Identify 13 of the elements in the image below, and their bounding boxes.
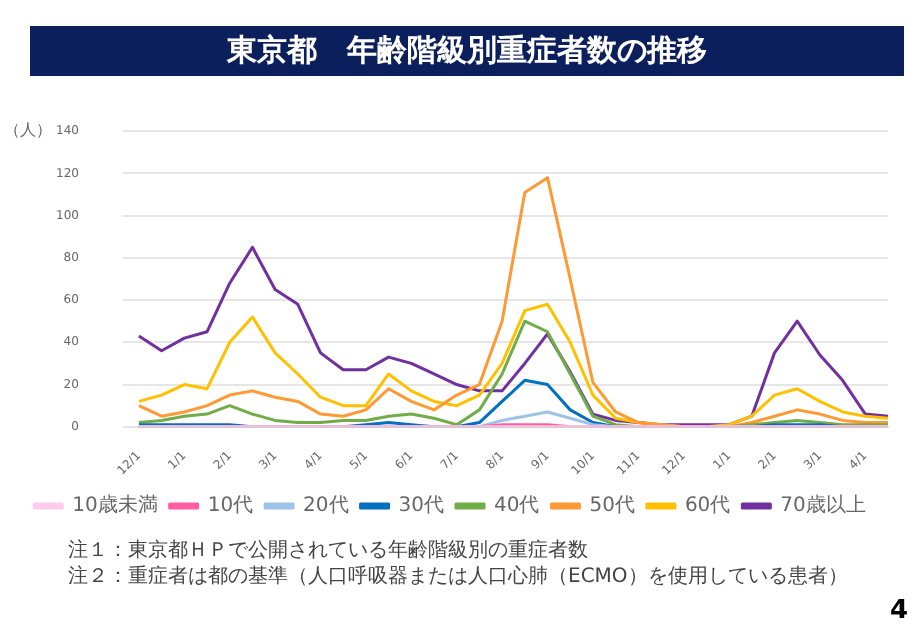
text: 注２：重症者は都の基準（人口呼吸器または人口心肺（ECMO）を使用している患者） xyxy=(68,564,848,590)
legend-label: 10代 xyxy=(207,495,254,518)
text: 注１：東京都ＨＰで公開されている年齢階級別の重症者数 xyxy=(68,538,590,564)
y-axis-title: （人） xyxy=(4,121,52,140)
legend-label: 20代 xyxy=(303,495,349,518)
legend-label: 50代 xyxy=(589,495,635,518)
chart-title: 東京都 年齢階級別重症者数の推移 xyxy=(30,26,904,76)
legend-label: 70歳以上 xyxy=(780,493,866,518)
legend-label: 10歳未満 xyxy=(72,493,158,518)
text: 4 xyxy=(889,596,908,626)
legend-label: 40代 xyxy=(494,495,540,518)
legend-label: 60代 xyxy=(684,495,731,518)
legend-label: 30代 xyxy=(398,495,445,518)
